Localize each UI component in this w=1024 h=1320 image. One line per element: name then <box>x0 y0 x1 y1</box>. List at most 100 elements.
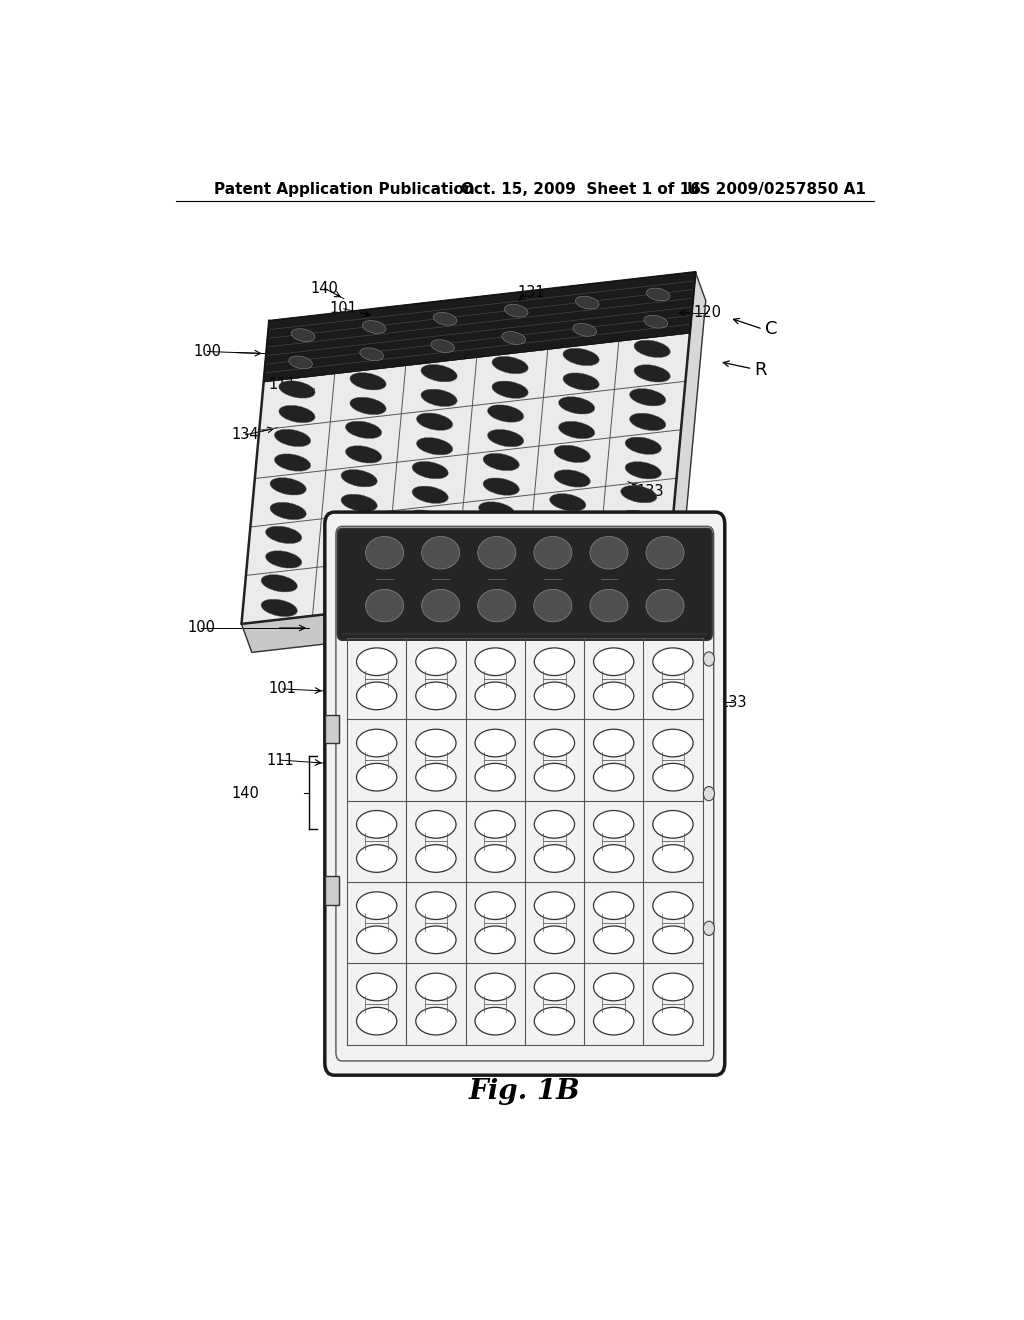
Ellipse shape <box>535 763 574 791</box>
Text: 120: 120 <box>689 854 718 870</box>
Ellipse shape <box>356 973 397 1001</box>
Ellipse shape <box>289 356 312 368</box>
Ellipse shape <box>475 892 515 920</box>
Ellipse shape <box>356 845 397 873</box>
Ellipse shape <box>652 648 693 676</box>
Ellipse shape <box>366 536 403 569</box>
Text: 100: 100 <box>194 345 221 359</box>
Ellipse shape <box>558 397 595 414</box>
Ellipse shape <box>265 550 302 568</box>
Text: 111: 111 <box>266 752 294 768</box>
Ellipse shape <box>502 331 525 345</box>
Ellipse shape <box>630 413 666 430</box>
Ellipse shape <box>359 348 383 360</box>
Text: 120: 120 <box>693 305 721 321</box>
Ellipse shape <box>545 543 582 560</box>
Ellipse shape <box>652 892 693 920</box>
Text: 101: 101 <box>269 681 297 697</box>
Ellipse shape <box>652 973 693 1001</box>
Ellipse shape <box>416 682 456 710</box>
Ellipse shape <box>630 388 666 407</box>
Ellipse shape <box>652 810 693 838</box>
Ellipse shape <box>652 763 693 791</box>
Ellipse shape <box>558 421 595 438</box>
Ellipse shape <box>417 413 453 430</box>
Ellipse shape <box>274 429 310 446</box>
Ellipse shape <box>416 973 456 1001</box>
Ellipse shape <box>403 558 439 576</box>
Ellipse shape <box>366 589 403 622</box>
Ellipse shape <box>563 348 599 366</box>
Ellipse shape <box>621 510 657 528</box>
Ellipse shape <box>575 296 599 309</box>
FancyBboxPatch shape <box>338 528 712 640</box>
Ellipse shape <box>408 535 443 552</box>
Ellipse shape <box>554 470 590 487</box>
Ellipse shape <box>616 535 652 552</box>
Ellipse shape <box>652 927 693 953</box>
Ellipse shape <box>550 494 586 511</box>
Ellipse shape <box>337 543 373 560</box>
Ellipse shape <box>535 892 574 920</box>
Ellipse shape <box>356 682 397 710</box>
Ellipse shape <box>350 397 386 414</box>
Text: 133: 133 <box>637 484 664 499</box>
Ellipse shape <box>475 810 515 838</box>
Text: Patent Application Publication: Patent Application Publication <box>214 182 474 197</box>
Ellipse shape <box>646 536 684 569</box>
Ellipse shape <box>403 583 439 601</box>
Ellipse shape <box>416 845 456 873</box>
Ellipse shape <box>475 1007 515 1035</box>
Ellipse shape <box>652 729 693 756</box>
Text: US 2009/0257850 A1: US 2009/0257850 A1 <box>687 182 866 197</box>
Ellipse shape <box>625 462 662 479</box>
Ellipse shape <box>534 536 572 569</box>
Ellipse shape <box>332 591 369 609</box>
Ellipse shape <box>475 648 515 676</box>
Ellipse shape <box>474 574 510 593</box>
Ellipse shape <box>475 845 515 873</box>
Circle shape <box>703 652 715 667</box>
Ellipse shape <box>572 323 597 337</box>
Ellipse shape <box>332 566 369 583</box>
Text: 170: 170 <box>534 603 561 618</box>
Text: 133: 133 <box>719 694 746 710</box>
Circle shape <box>703 921 715 936</box>
Ellipse shape <box>416 810 456 838</box>
Bar <box>325 876 339 904</box>
Ellipse shape <box>483 478 519 495</box>
Text: 100: 100 <box>187 620 215 635</box>
Ellipse shape <box>475 927 515 953</box>
Ellipse shape <box>265 527 302 544</box>
Ellipse shape <box>621 486 657 503</box>
Text: 131: 131 <box>460 857 487 873</box>
Ellipse shape <box>590 536 628 569</box>
Ellipse shape <box>545 566 582 583</box>
Ellipse shape <box>416 927 456 953</box>
Ellipse shape <box>422 589 460 622</box>
Ellipse shape <box>492 356 528 374</box>
Text: 134: 134 <box>231 428 259 442</box>
Ellipse shape <box>477 536 516 569</box>
Ellipse shape <box>356 927 397 953</box>
Ellipse shape <box>563 372 599 391</box>
Ellipse shape <box>535 973 574 1001</box>
Text: 140: 140 <box>311 281 339 296</box>
Ellipse shape <box>362 321 386 334</box>
Ellipse shape <box>477 589 516 622</box>
Polygon shape <box>264 272 695 381</box>
Ellipse shape <box>270 503 306 520</box>
Ellipse shape <box>279 380 315 399</box>
Ellipse shape <box>483 453 519 471</box>
Ellipse shape <box>634 364 671 381</box>
Ellipse shape <box>625 437 662 454</box>
Text: R: R <box>755 360 767 379</box>
Ellipse shape <box>475 973 515 1001</box>
Ellipse shape <box>492 381 528 399</box>
Ellipse shape <box>356 1007 397 1035</box>
Ellipse shape <box>594 973 634 1001</box>
Ellipse shape <box>475 682 515 710</box>
Ellipse shape <box>554 445 590 462</box>
Ellipse shape <box>478 527 515 544</box>
Ellipse shape <box>356 648 397 676</box>
